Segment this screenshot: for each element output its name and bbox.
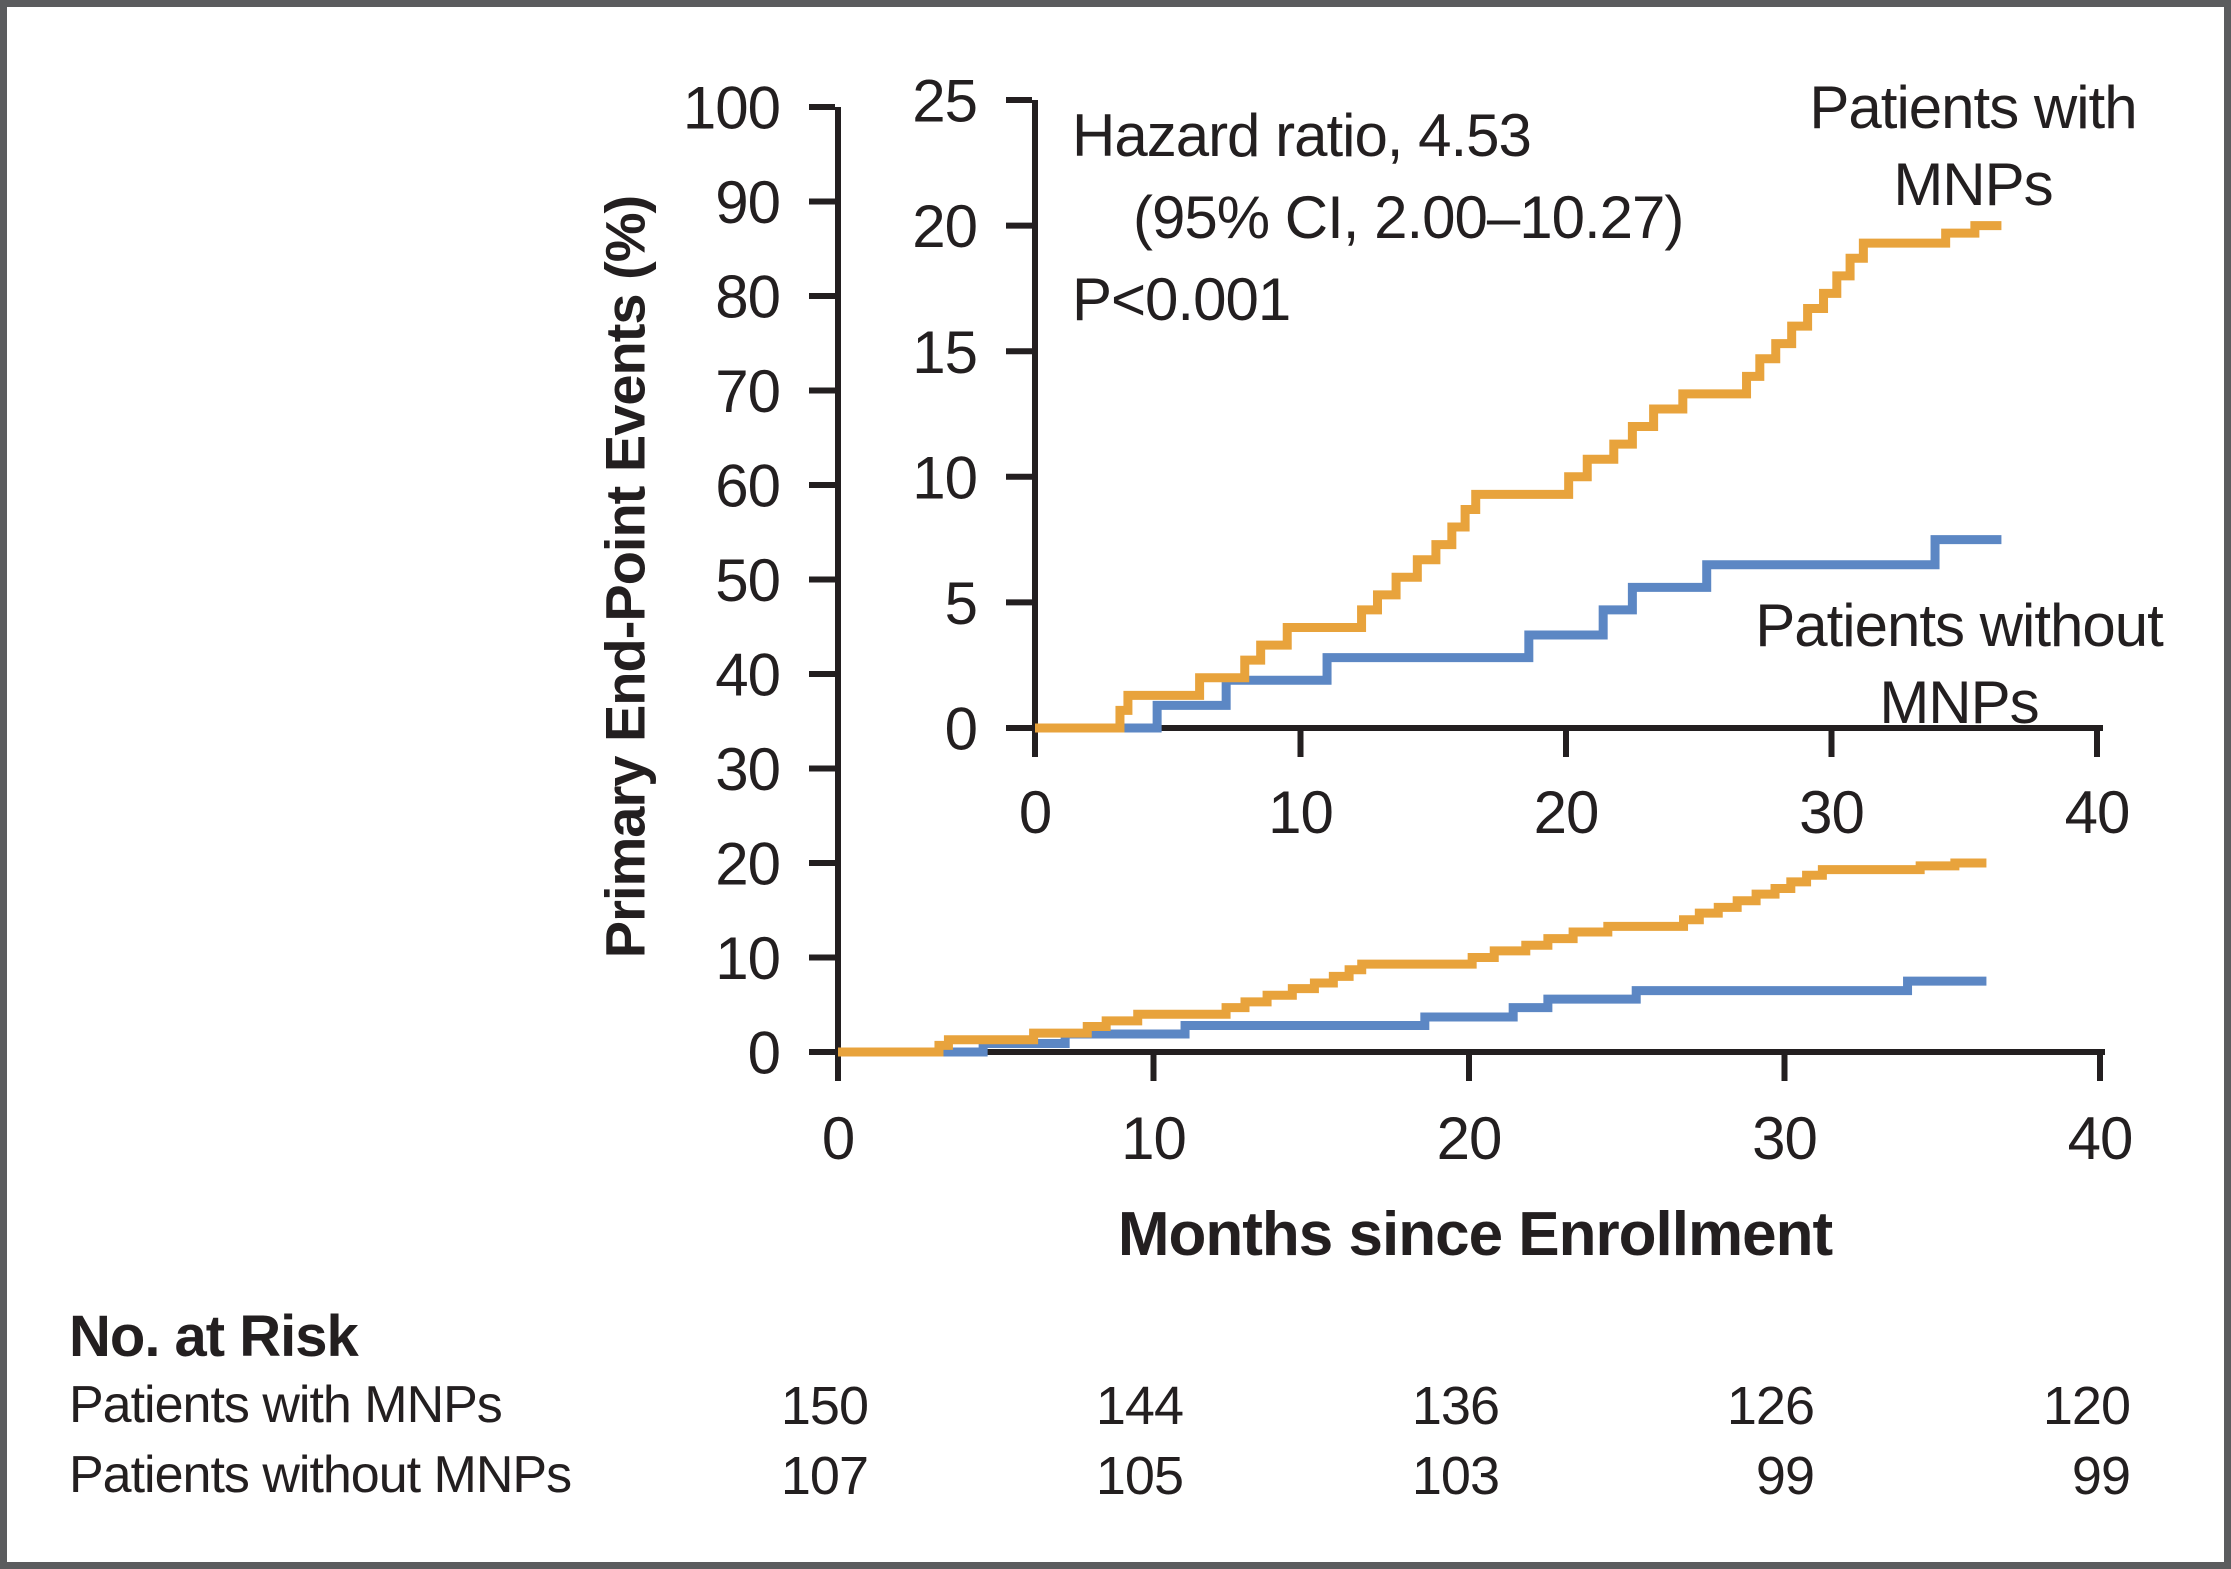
risk-row-without-mnps: Patients without MNPs 107 105 103 99 99 (7, 1445, 2224, 1515)
inset-x-tick-label: 40 (2065, 779, 2130, 846)
inset-y-tick-label: 0 (945, 696, 977, 763)
main-y-tick-label: 80 (715, 264, 780, 331)
risk-count: 144 (1095, 1376, 1184, 1436)
risk-count: 120 (2042, 1376, 2131, 1436)
curve-label-line: MNPs (1879, 669, 2039, 736)
risk-count: 107 (780, 1446, 869, 1506)
main-x-tick-label: 40 (2068, 1105, 2133, 1172)
main-y-axis-title: Primary End-Point Events (%) (593, 195, 657, 959)
risk-count: 105 (1095, 1446, 1184, 1506)
risk-count: 99 (1755, 1446, 1815, 1506)
main-y-tick-label: 60 (715, 453, 780, 520)
risk-table-title: No. at Risk (69, 1304, 359, 1369)
hazard-ratio-line: Hazard ratio, 4.53 (1072, 102, 1532, 169)
risk-row-label: Patients without MNPs (69, 1446, 572, 1504)
confidence-interval-line: (95% CI, 2.00–10.27) (1133, 184, 1684, 251)
risk-row-label: Patients with MNPs (69, 1376, 503, 1434)
main-x-tick-label: 30 (1752, 1105, 1817, 1172)
curve-label-line: Patients without (1755, 592, 2164, 659)
main-y-tick-label: 30 (715, 736, 780, 803)
main-y-tick-label: 90 (715, 169, 780, 236)
main-y-tick-label: 100 (683, 75, 780, 142)
hazard-ratio-annotation: Hazard ratio, 4.53 (95% CI, 2.00–10.27) … (1072, 95, 1684, 341)
risk-count: 126 (1726, 1376, 1815, 1436)
curve-label-line: MNPs (1893, 151, 2053, 218)
main-y-tick-label: 10 (715, 925, 780, 992)
inset-y-tick-label: 25 (912, 68, 977, 135)
main-x-tick-label: 0 (822, 1105, 854, 1172)
curve-label-patients-with-mnps: Patients with MNPs (1809, 69, 2137, 223)
main-x-axis-title: Months since Enrollment (1117, 1200, 1833, 1269)
main-curve-without_mnps (838, 976, 1987, 1057)
p-value-line: P<0.001 (1072, 266, 1291, 333)
curve-label-patients-without-mnps: Patients without MNPs (1755, 587, 2164, 741)
main-x-tick-label: 10 (1121, 1105, 1186, 1172)
inset-x-tick-label: 20 (1534, 779, 1599, 846)
risk-count: 99 (2071, 1446, 2131, 1506)
risk-count: 136 (1411, 1376, 1500, 1436)
main-curve-with_mnps (838, 858, 1987, 1057)
main-y-tick-label: 20 (715, 831, 780, 898)
main-y-tick-label: 40 (715, 642, 780, 709)
curve-label-line: Patients with (1809, 74, 2137, 141)
inset-x-tick-label: 10 (1268, 779, 1333, 846)
inset-axes: 0 5 10 15 20 25 0 10 20 30 40 (912, 68, 2130, 847)
main-y-tick-label: 50 (715, 547, 780, 614)
risk-row-with-mnps: Patients with MNPs 150 144 136 126 120 (7, 1375, 2224, 1445)
risk-count: 103 (1411, 1446, 1500, 1506)
inset-y-tick-label: 15 (912, 319, 977, 386)
inset-y-tick-label: 10 (912, 444, 977, 511)
main-x-tick-label: 20 (1437, 1105, 1502, 1172)
inset-plot: 0 5 10 15 20 25 0 10 20 30 40 (912, 68, 2130, 847)
main-y-tick-label: 0 (748, 1020, 780, 1087)
inset-y-tick-label: 20 (912, 193, 977, 260)
inset-y-tick-label: 5 (945, 570, 977, 637)
main-y-tick-label: 70 (715, 358, 780, 425)
inset-x-tick-label: 0 (1019, 779, 1051, 846)
inset-curve-with_mnps (1035, 221, 2002, 733)
inset-x-tick-label: 30 (1799, 779, 1864, 846)
risk-count: 150 (780, 1376, 869, 1436)
inset-curve-without_mnps (1035, 535, 2002, 733)
